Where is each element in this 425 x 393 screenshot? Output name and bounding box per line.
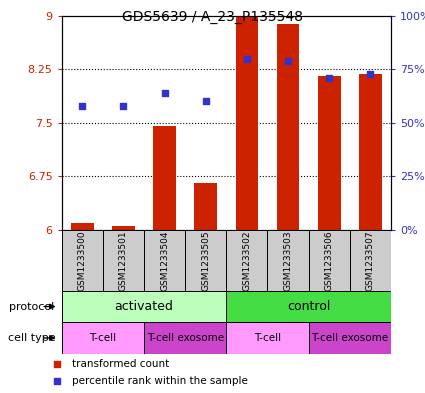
Bar: [309, 230, 350, 291]
Text: transformed count: transformed count: [72, 358, 170, 369]
Point: [244, 55, 250, 62]
Text: T-cell exosome: T-cell exosome: [311, 333, 388, 343]
Text: GSM1233500: GSM1233500: [78, 230, 87, 291]
Bar: [226, 230, 267, 291]
Text: T-cell: T-cell: [89, 333, 116, 343]
Point: [161, 90, 168, 96]
Text: control: control: [287, 300, 330, 313]
Bar: [226, 291, 391, 322]
Point: [202, 98, 209, 105]
Bar: [267, 230, 309, 291]
Text: GSM1233501: GSM1233501: [119, 230, 128, 291]
Point: [285, 57, 292, 64]
Bar: [235, 17, 258, 230]
Text: GSM1233506: GSM1233506: [325, 230, 334, 291]
Bar: [359, 74, 382, 230]
Bar: [318, 76, 340, 230]
Text: T-cell exosome: T-cell exosome: [147, 333, 224, 343]
Text: percentile rank within the sample: percentile rank within the sample: [72, 376, 248, 386]
Bar: [350, 230, 391, 291]
Bar: [62, 291, 226, 322]
Bar: [309, 322, 391, 354]
Bar: [103, 230, 144, 291]
Text: activated: activated: [114, 300, 173, 313]
Point: [367, 70, 374, 77]
Point: [120, 103, 127, 109]
Text: GSM1233502: GSM1233502: [242, 230, 252, 290]
Bar: [194, 184, 217, 230]
Text: GSM1233503: GSM1233503: [283, 230, 292, 291]
Text: T-cell: T-cell: [254, 333, 281, 343]
Bar: [71, 223, 94, 230]
Bar: [277, 24, 299, 230]
Bar: [185, 230, 226, 291]
Point: [79, 103, 85, 109]
Bar: [144, 322, 226, 354]
Bar: [112, 226, 135, 230]
Bar: [62, 322, 144, 354]
Text: cell type: cell type: [8, 333, 56, 343]
Bar: [153, 127, 176, 230]
Bar: [226, 322, 309, 354]
Text: GDS5639 / A_23_P135548: GDS5639 / A_23_P135548: [122, 10, 303, 24]
Text: protocol: protocol: [8, 301, 54, 312]
Text: GSM1233507: GSM1233507: [366, 230, 375, 291]
Text: GSM1233505: GSM1233505: [201, 230, 210, 291]
Point: [54, 360, 61, 367]
Bar: [62, 230, 103, 291]
Text: GSM1233504: GSM1233504: [160, 230, 169, 290]
Point: [54, 378, 61, 384]
Bar: [144, 230, 185, 291]
Point: [326, 75, 333, 81]
